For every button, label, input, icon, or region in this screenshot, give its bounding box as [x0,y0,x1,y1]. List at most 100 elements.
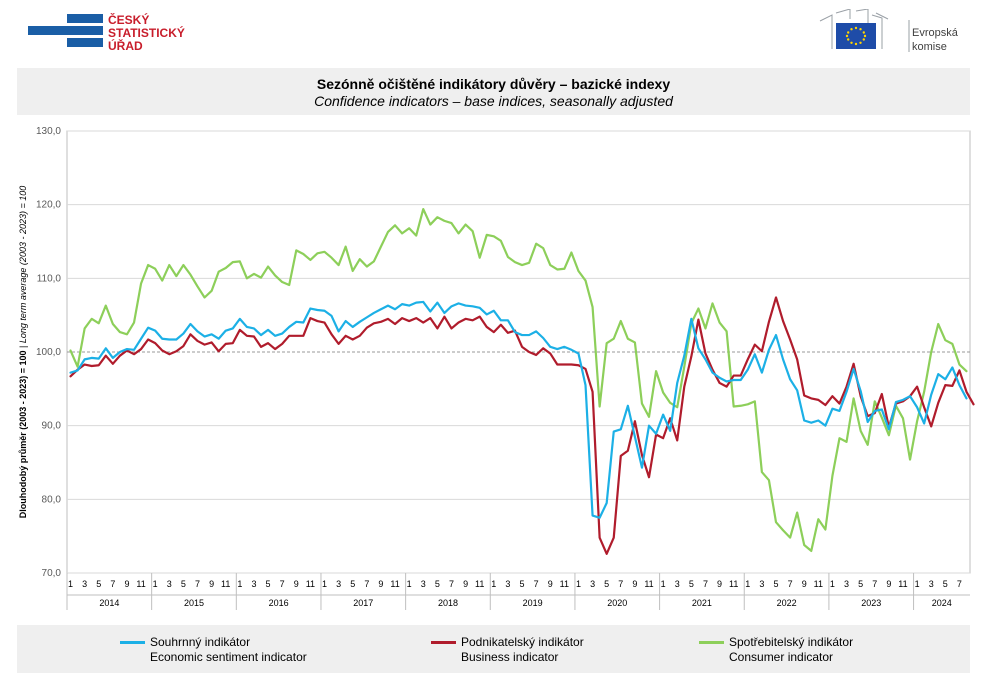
x-tick-month: 11 [729,579,738,589]
x-tick-month: 9 [717,579,722,589]
x-tick-month: 7 [364,579,369,589]
x-tick-month: 3 [167,579,172,589]
x-tick-month: 1 [237,579,242,589]
csu-logo-line-2: STATISTICKÝ [108,25,185,40]
x-tick-month: 7 [195,579,200,589]
x-tick-month: 7 [449,579,454,589]
x-tick-month: 3 [82,579,87,589]
x-tick-year: 2016 [269,598,289,608]
x-tick-month: 11 [475,579,484,589]
x-tick-month: 5 [943,579,948,589]
y-tick-label: 130,0 [36,126,61,137]
x-tick-month: 5 [773,579,778,589]
x-tick-month: 3 [759,579,764,589]
x-tick-month: 1 [576,579,581,589]
x-tick-month: 1 [68,579,73,589]
legend-label-cs: Podnikatelský indikátor [461,635,584,649]
x-tick-month: 9 [124,579,129,589]
x-tick-month: 9 [632,579,637,589]
x-tick-month: 9 [294,579,299,589]
x-tick-month: 11 [221,579,230,589]
x-tick-month: 7 [872,579,877,589]
x-tick-month: 5 [604,579,609,589]
x-tick-month: 5 [96,579,101,589]
x-tick-month: 3 [251,579,256,589]
x-tick-year: 2015 [184,598,204,608]
x-tick-month: 9 [463,579,468,589]
x-tick-year: 2014 [99,598,119,608]
x-tick-year: 2018 [438,598,458,608]
x-tick-month: 3 [421,579,426,589]
x-tick-year: 2022 [777,598,797,608]
x-tick-month: 11 [814,579,823,589]
csu-logo-line-1: ČESKÝ [108,13,149,27]
x-tick-month: 11 [390,579,399,589]
x-tick-month: 7 [280,579,285,589]
x-tick-month: 1 [915,579,920,589]
x-tick-month: 11 [560,579,569,589]
x-tick-month: 5 [266,579,271,589]
x-tick-month: 11 [136,579,145,589]
x-tick-month: 1 [745,579,750,589]
x-tick-year: 2023 [861,598,881,608]
line-chart: 70,0 80,0 90,0 100,0 110,0 120,0 130,0 Dlouhodo… [18,126,975,610]
ec-logo-line-2: komise [912,41,947,53]
y-tick-label: 70,0 [42,568,62,579]
x-tick-month: 11 [898,579,907,589]
y-tick-label: 90,0 [42,421,62,432]
x-tick-year: 2020 [607,598,627,608]
x-tick-month: 3 [505,579,510,589]
x-tick-month: 5 [435,579,440,589]
x-tick-month: 3 [336,579,341,589]
y-tick-label: 100,0 [36,347,61,358]
legend-item-economic-sentiment: Souhrnný indikátor Economic sentiment in… [120,635,307,665]
legend-label-cs: Souhrnný indikátor [150,635,251,649]
y-tick-label: 110,0 [37,273,62,284]
x-tick-year: 2021 [692,598,712,608]
csu-logo: ČESKÝ STATISTICKÝ ÚŘAD [28,13,185,53]
x-tick-month: 11 [306,579,315,589]
x-tick-year: 2017 [353,598,373,608]
x-tick-month: 1 [491,579,496,589]
legend-swatch [120,641,145,644]
x-tick-month: 7 [534,579,539,589]
chart-title-english: Confidence indicators – base indices, se… [314,93,673,109]
x-tick-month: 3 [590,579,595,589]
legend: Souhrnný indikátor Economic sentiment in… [17,625,970,673]
x-tick-month: 1 [830,579,835,589]
legend-label-cs: Spotřebitelský indikátor [729,635,854,649]
x-tick-month: 1 [153,579,158,589]
series-line-business [69,296,975,555]
legend-swatch [699,641,724,644]
european-commission-logo: Evropská komise [819,9,959,53]
x-tick-month: 5 [350,579,355,589]
ec-logo-line-1: Evropská [912,27,959,39]
x-tick-month: 7 [703,579,708,589]
x-tick-month: 9 [378,579,383,589]
legend-label-en: Consumer indicator [729,650,834,664]
x-tick-year: 2024 [932,598,952,608]
x-tick-month: 1 [661,579,666,589]
chart-title-box: Sezónně očištěné indikátory důvěry – baz… [17,68,970,115]
series-line-consumer [69,207,968,553]
csu-logo-line-3: ÚŘAD [108,38,143,53]
x-tick-month: 3 [844,579,849,589]
x-tick-month: 5 [689,579,694,589]
legend-item-consumer: Spotřebitelský indikátor Consumer indica… [699,635,854,665]
legend-label-en: Business indicator [461,650,559,664]
x-tick-month: 9 [802,579,807,589]
legend-label-en: Economic sentiment indicator [150,650,307,664]
x-tick-year: 2019 [523,598,543,608]
x-tick-month: 7 [110,579,115,589]
y-tick-label: 80,0 [42,494,62,505]
x-tick-month: 7 [957,579,962,589]
x-tick-month: 5 [858,579,863,589]
x-tick-month: 11 [644,579,653,589]
x-tick-month: 5 [520,579,525,589]
y-tick-label: 120,0 [36,200,61,211]
y-axis-title-czech: Dlouhodobý průměr (2003 - 2023) = 100 | … [18,186,28,519]
x-tick-month: 1 [322,579,327,589]
legend-item-business: Podnikatelský indikátor Business indicat… [431,635,584,665]
legend-swatch [431,641,456,644]
x-tick-month: 3 [929,579,934,589]
